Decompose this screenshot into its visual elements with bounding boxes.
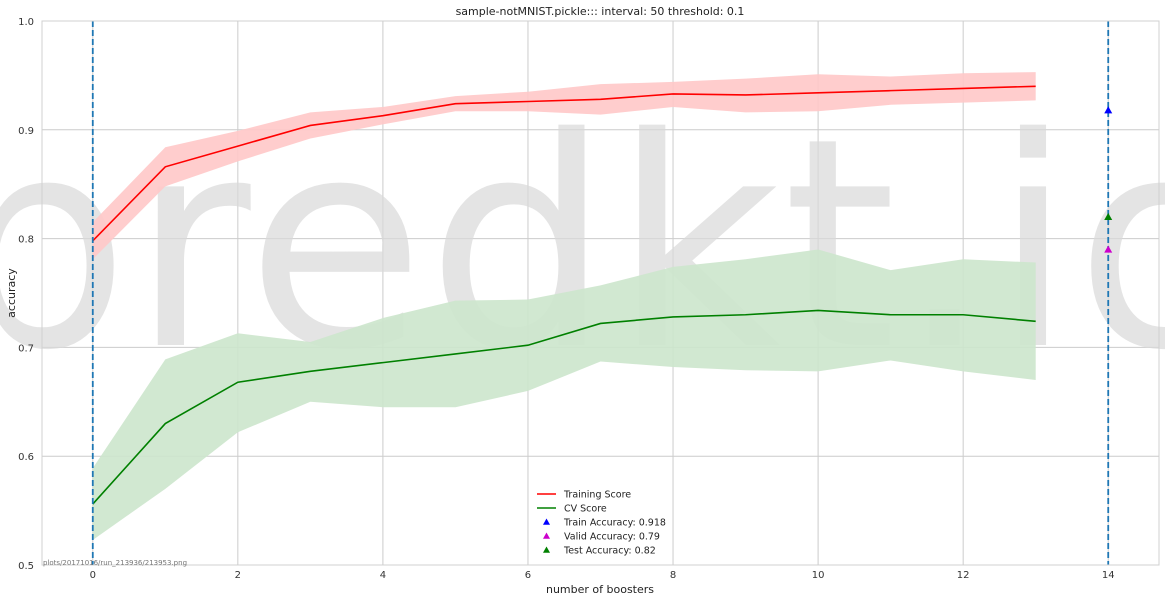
y-axis-label: accuracy [5,268,18,318]
legend-marker [543,518,550,525]
y-tick-label: 0.7 [18,343,34,354]
legend-label: Test Accuracy: 0.82 [563,546,656,557]
legend-marker [543,532,550,539]
legend-marker [543,546,550,553]
x-tick-label: 14 [1102,570,1115,581]
legend-label: Train Accuracy: 0.918 [563,518,666,529]
series-lines [92,85,1036,505]
plot-frame [41,20,1160,566]
x-tick-label: 12 [957,570,970,581]
x-tick-label: 0 [90,570,96,581]
legend-label: Training Score [563,490,631,501]
x-axis-label: number of boosters [546,583,654,596]
accuracy-marker [1104,106,1113,114]
confidence-band [92,249,1036,540]
confidence-band [92,72,1036,260]
legend: Training Score CV Score Train Accuracy: 0.… [537,490,666,557]
x-tick-label: 10 [812,570,825,581]
series-line [92,309,1036,505]
legend-label: CV Score [564,504,607,515]
accuracy-marker [1104,245,1113,253]
series-line [92,85,1036,242]
x-tick-labels: 0 2 4 6 8 10 12 14 [90,570,1115,581]
y-tick-label: 1.0 [18,17,34,28]
x-tick-label: 8 [670,570,676,581]
legend-label: Valid Accuracy: 0.79 [564,532,660,543]
y-tick-label: 0.8 [18,235,34,246]
accuracy-markers [1104,106,1113,253]
y-tick-label: 0.9 [18,126,34,137]
footer-note: plots/20171016/run_213936/213953.png [43,559,187,567]
x-tick-label: 6 [525,570,531,581]
y-tick-label: 0.5 [18,561,34,572]
x-tick-label: 2 [235,570,241,581]
y-tick-label: 0.6 [18,452,34,463]
accuracy-marker [1104,212,1113,221]
y-tick-labels: 0.5 0.6 0.7 0.8 0.9 1.0 [18,17,34,572]
confidence-bands [92,72,1036,540]
chart-title: sample-notMNIST.pickle::: interval: 50 t… [456,5,745,18]
x-tick-label: 4 [380,570,386,581]
